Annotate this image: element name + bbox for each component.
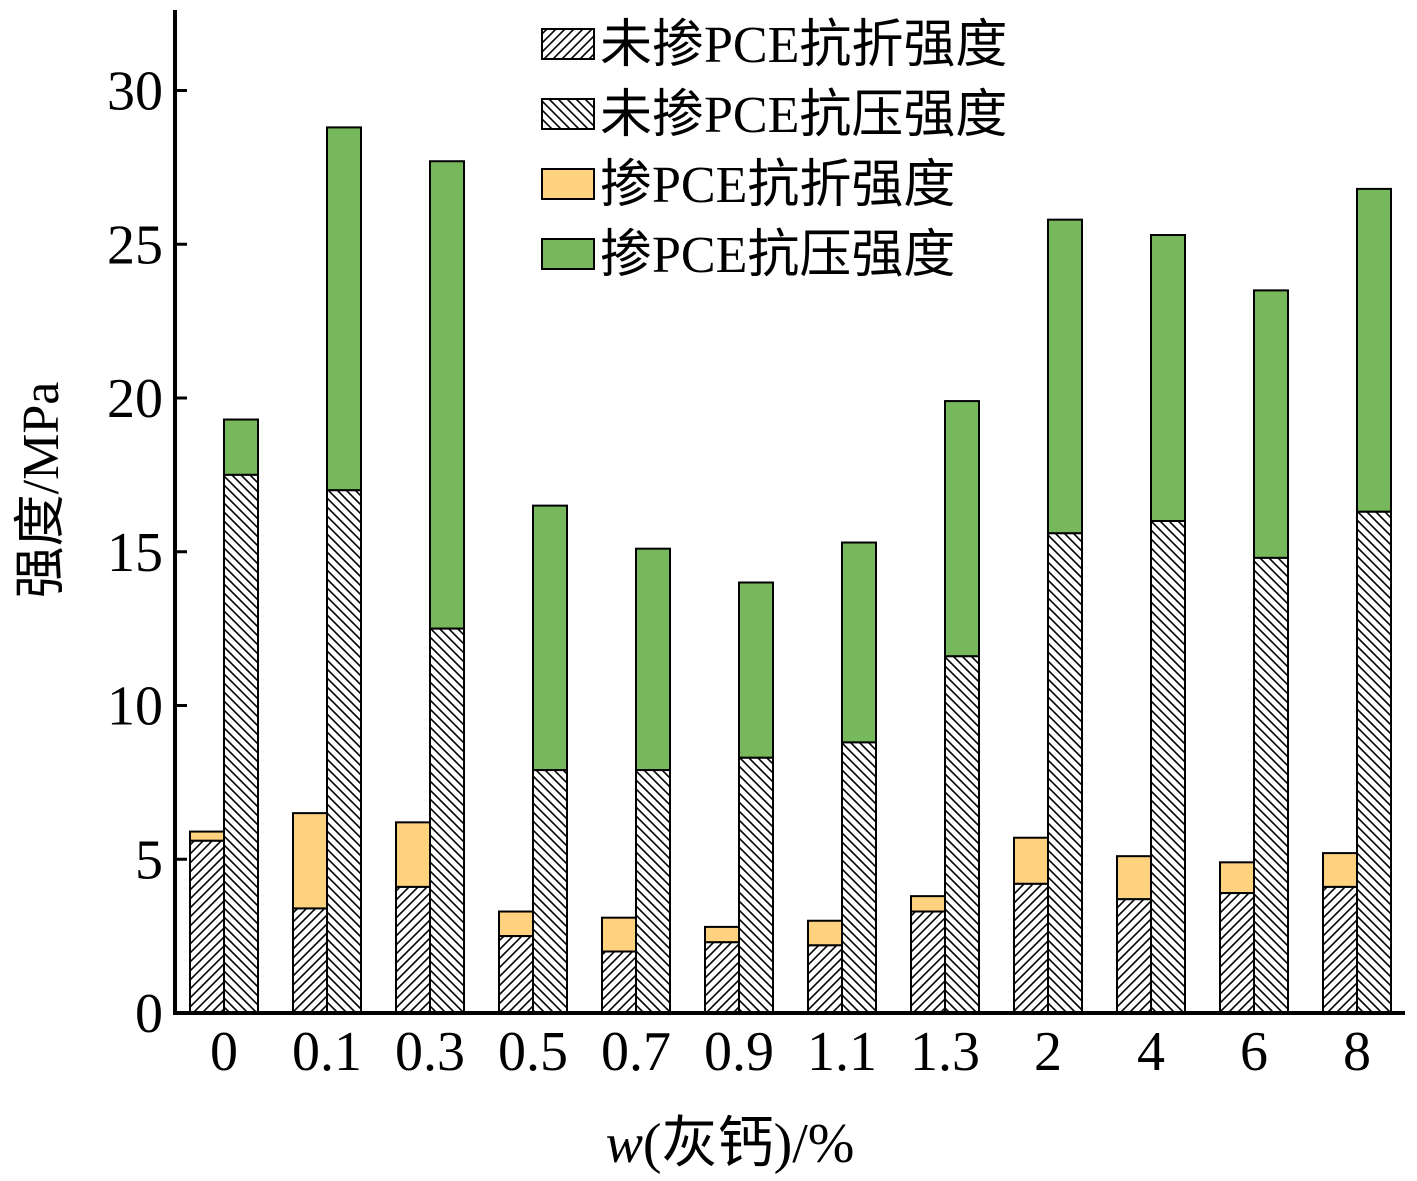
bar-flexural-no-pce xyxy=(704,941,740,1015)
bar-flexural-no-pce xyxy=(395,885,431,1014)
bar-compressive-pce xyxy=(841,541,877,744)
x-axis-label-variable: w xyxy=(606,1113,643,1175)
y-tick-label: 10 xyxy=(107,676,163,738)
bar-compressive-pce xyxy=(738,581,774,759)
bar-flexural-pce xyxy=(1116,855,1152,901)
bar-flexural-pce xyxy=(292,812,328,910)
bar-flexural-pce xyxy=(1219,861,1255,895)
y-tick-label: 20 xyxy=(107,368,163,430)
legend-label: 未掺PCE抗压强度 xyxy=(600,87,1007,144)
legend-label: 掺PCE抗压强度 xyxy=(600,227,955,284)
bar-flexural-no-pce xyxy=(807,944,843,1014)
bar-compressive-pce xyxy=(223,418,259,476)
bar-flexural-no-pce xyxy=(910,910,946,1015)
bar-flexural-pce xyxy=(1322,852,1358,888)
bar-flexural-pce xyxy=(704,925,740,944)
tick-labels-layer: 0 0.1 0.3 0.5 0.7 0.9 1.1 1.3 2 4 6 8 0 5 10 15 20 25 30 xyxy=(107,61,1371,1084)
bar-compressive-pce xyxy=(1047,218,1083,535)
bar-flexural-pce xyxy=(1013,836,1049,885)
bar-flexural-no-pce xyxy=(1219,892,1255,1015)
x-tick-label: 1.3 xyxy=(910,1021,980,1083)
bar-flexural-no-pce xyxy=(189,839,225,1014)
y-tick-label: 15 xyxy=(107,522,163,584)
legend-swatch xyxy=(541,238,595,270)
bar-flexural-pce xyxy=(498,910,534,938)
bar-compressive-pce xyxy=(532,504,568,772)
x-tick-label: 0.7 xyxy=(601,1021,671,1083)
bar-flexural-no-pce xyxy=(292,907,328,1015)
bar-compressive-no-pce xyxy=(532,769,568,1015)
legend-swatch xyxy=(541,168,595,200)
bar-compressive-pce xyxy=(326,126,362,492)
bar-compressive-no-pce xyxy=(223,473,259,1014)
bar-compressive-pce xyxy=(1253,289,1289,559)
x-tick-label: 0.1 xyxy=(292,1021,362,1083)
bar-compressive-no-pce xyxy=(635,769,671,1015)
bars-layer xyxy=(189,126,1392,1015)
bar-compressive-pce xyxy=(429,160,465,630)
bar-compressive-pce xyxy=(1356,187,1392,513)
x-tick-label: 2 xyxy=(1034,1021,1062,1083)
y-tick-label: 25 xyxy=(107,214,163,276)
bar-flexural-pce xyxy=(910,895,946,913)
legend-swatch xyxy=(541,98,595,130)
y-tick-label: 0 xyxy=(135,983,163,1045)
bar-compressive-no-pce xyxy=(841,741,877,1015)
legend-swatch xyxy=(541,28,595,60)
axes-layer xyxy=(173,10,1405,1015)
bar-flexural-no-pce xyxy=(601,950,637,1014)
bar-flexural-pce xyxy=(807,919,843,947)
bar-compressive-no-pce xyxy=(1150,520,1186,1014)
x-tick-label: 0.3 xyxy=(395,1021,465,1083)
bar-compressive-no-pce xyxy=(429,627,465,1014)
x-tick-label: 4 xyxy=(1137,1021,1165,1083)
bar-compressive-no-pce xyxy=(944,655,980,1014)
bar-compressive-no-pce xyxy=(1047,532,1083,1014)
x-axis-label-unit: (灰钙)/% xyxy=(643,1113,855,1175)
x-tick-label: 0.5 xyxy=(498,1021,568,1083)
bar-flexural-pce xyxy=(189,830,225,842)
x-tick-label: 0.9 xyxy=(704,1021,774,1083)
y-axis-label: 强度/MPa xyxy=(13,382,70,599)
legend-label: 未掺PCE抗折强度 xyxy=(600,17,1007,74)
bar-compressive-no-pce xyxy=(1356,510,1392,1014)
bar-compressive-no-pce xyxy=(1253,556,1289,1015)
bar-flexural-no-pce xyxy=(1013,882,1049,1014)
bar-flexural-pce xyxy=(601,916,637,953)
bar-compressive-no-pce xyxy=(738,756,774,1015)
x-tick-label: 1.1 xyxy=(807,1021,877,1083)
y-tick-label: 30 xyxy=(107,61,163,123)
x-axis-label: w(灰钙)/% xyxy=(606,1113,855,1175)
bar-compressive-pce xyxy=(944,400,980,658)
bar-compressive-pce xyxy=(1150,234,1186,522)
legend-label: 掺PCE抗折强度 xyxy=(600,157,955,214)
bar-flexural-no-pce xyxy=(1322,885,1358,1014)
bar-flexural-pce xyxy=(395,821,431,888)
bar-compressive-no-pce xyxy=(326,489,362,1014)
bar-compressive-pce xyxy=(635,547,671,772)
x-tick-label: 6 xyxy=(1240,1021,1268,1083)
x-tick-label: 0 xyxy=(210,1021,238,1083)
bar-flexural-no-pce xyxy=(1116,898,1152,1014)
y-tick-label: 5 xyxy=(135,829,163,891)
bar-flexural-no-pce xyxy=(498,935,534,1014)
x-tick-label: 8 xyxy=(1343,1021,1371,1083)
